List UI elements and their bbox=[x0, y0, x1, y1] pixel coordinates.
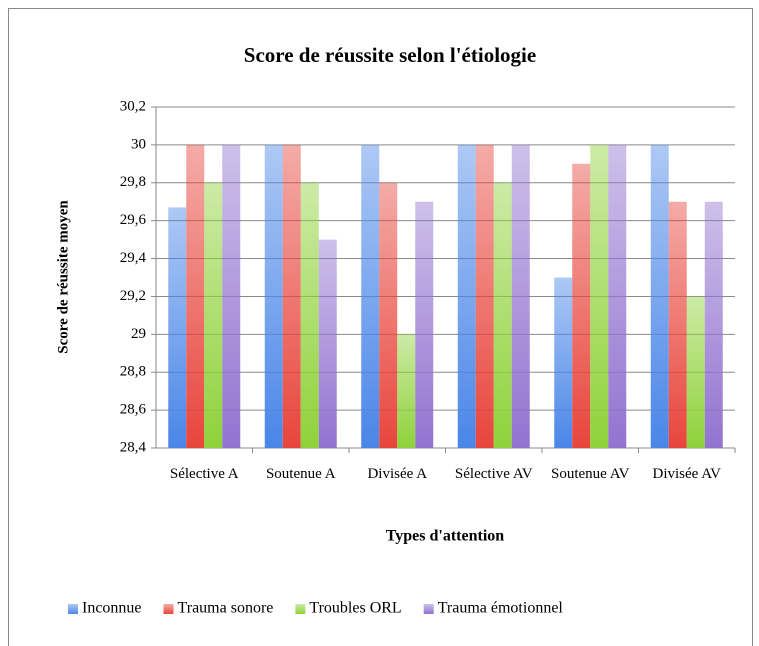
x-tick-label: Sélective A bbox=[169, 466, 239, 482]
bar bbox=[318, 239, 337, 448]
bar bbox=[493, 182, 512, 448]
y-tick-label: 28,8 bbox=[120, 364, 146, 380]
x-tick-label: Divisée A bbox=[367, 466, 428, 482]
bar bbox=[554, 277, 573, 448]
legend-label: Trauma sonore bbox=[178, 600, 274, 617]
bar bbox=[572, 163, 591, 449]
bar bbox=[204, 182, 223, 448]
bar bbox=[511, 144, 530, 448]
y-tick-label: 30 bbox=[131, 136, 146, 152]
bar bbox=[186, 144, 205, 448]
y-tick-label: 30,2 bbox=[120, 98, 146, 114]
legend-label: Inconnue bbox=[82, 600, 142, 617]
x-tick-label: Sélective AV bbox=[454, 466, 533, 482]
legend-label: Troubles ORL bbox=[309, 600, 401, 617]
frame bbox=[8, 8, 753, 646]
bar bbox=[686, 296, 705, 448]
y-tick-label: 29,8 bbox=[120, 174, 146, 190]
bar bbox=[397, 334, 416, 448]
bar bbox=[704, 201, 723, 448]
bar bbox=[222, 144, 241, 448]
bar bbox=[475, 144, 494, 448]
x-axis-label: Types d'attention bbox=[386, 528, 504, 545]
legend-swatch bbox=[423, 604, 434, 614]
y-tick-label: 28,6 bbox=[120, 402, 147, 418]
x-tick-label: Soutenue A bbox=[265, 466, 336, 482]
bar bbox=[264, 144, 283, 448]
bar bbox=[668, 201, 687, 448]
x-tick-label: Soutenue AV bbox=[551, 466, 630, 482]
bar bbox=[300, 182, 319, 448]
bar bbox=[590, 144, 609, 448]
bar bbox=[361, 144, 380, 448]
y-axis-label: Score de réussite moyen bbox=[55, 200, 71, 354]
bar bbox=[415, 201, 434, 448]
y-tick-label: 29 bbox=[131, 326, 146, 342]
legend-swatch bbox=[163, 604, 174, 614]
y-tick-label: 29,6 bbox=[120, 212, 147, 228]
x-tick-label: Divisée AV bbox=[652, 466, 721, 482]
legend-swatch bbox=[295, 604, 306, 614]
legend-swatch bbox=[68, 604, 78, 614]
bar bbox=[282, 144, 301, 448]
bar bbox=[168, 207, 187, 448]
bar bbox=[457, 144, 476, 448]
bar bbox=[379, 182, 398, 448]
y-tick-label: 29,2 bbox=[120, 288, 146, 304]
y-tick-label: 29,4 bbox=[120, 250, 147, 266]
legend-label: Trauma émotionnel bbox=[438, 600, 564, 617]
chart-title: Score de réussite selon l'étiologie bbox=[244, 43, 536, 67]
y-tick-label: 28,4 bbox=[120, 439, 147, 455]
bar bbox=[608, 144, 627, 448]
bar bbox=[650, 144, 669, 448]
